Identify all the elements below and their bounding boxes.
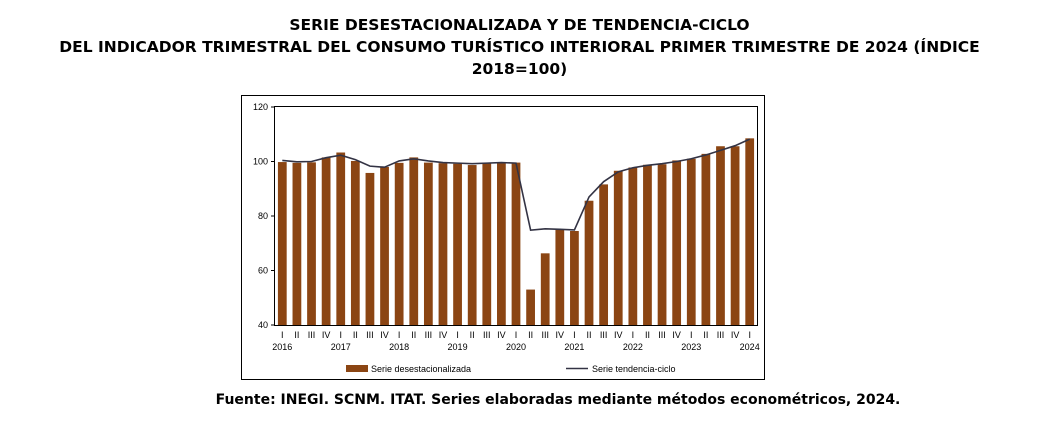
x-year-label: 2018 bbox=[389, 342, 409, 352]
x-tick-label: I bbox=[690, 330, 693, 340]
bar bbox=[497, 162, 506, 325]
bar bbox=[613, 170, 623, 325]
x-tick-label: III bbox=[717, 330, 725, 340]
x-tick-label: III bbox=[658, 330, 666, 340]
chart-title: SERIE DESESTACIONALIZADA Y DE TENDENCIA-… bbox=[0, 14, 1039, 80]
x-tick-label: III bbox=[308, 330, 316, 340]
x-year-label: 2023 bbox=[681, 342, 701, 352]
bar bbox=[321, 157, 331, 325]
y-tick-label: 100 bbox=[253, 157, 268, 167]
x-year-label: 2020 bbox=[506, 342, 526, 352]
x-tick-label: II bbox=[470, 330, 475, 340]
bar bbox=[643, 164, 652, 325]
x-tick-label: III bbox=[541, 330, 549, 340]
bar bbox=[365, 172, 375, 325]
bar bbox=[307, 162, 316, 325]
legend-swatch-bars bbox=[346, 365, 368, 372]
bar bbox=[701, 153, 711, 325]
bar bbox=[438, 163, 448, 325]
bar bbox=[540, 253, 550, 325]
x-year-label: 2024 bbox=[740, 342, 760, 352]
x-tick-label: III bbox=[425, 330, 433, 340]
bar bbox=[570, 230, 579, 325]
title-line-3: 2018=100) bbox=[471, 60, 568, 78]
x-tick-label: IV bbox=[439, 330, 448, 340]
bar bbox=[453, 163, 462, 325]
y-tick-label: 120 bbox=[253, 102, 268, 112]
bar bbox=[423, 162, 433, 325]
x-tick-label: I bbox=[398, 330, 401, 340]
bar bbox=[380, 166, 389, 325]
x-tick-label: II bbox=[587, 330, 592, 340]
bar bbox=[716, 146, 725, 325]
x-tick-label: IV bbox=[731, 330, 740, 340]
x-tick-label: I bbox=[632, 330, 635, 340]
bar bbox=[672, 160, 682, 325]
x-tick-label: I bbox=[515, 330, 518, 340]
x-tick-label: III bbox=[483, 330, 491, 340]
source-note: Fuente: INEGI. SCNM. ITAT. Series elabor… bbox=[215, 392, 901, 408]
x-tick-label: I bbox=[573, 330, 576, 340]
y-tick-label: 60 bbox=[258, 266, 268, 276]
x-tick-label: II bbox=[411, 330, 416, 340]
x-tick-label: IV bbox=[380, 330, 389, 340]
bar bbox=[467, 165, 477, 325]
bar bbox=[350, 160, 360, 325]
x-year-label: 2022 bbox=[623, 342, 643, 352]
legend: Serie desestacionalizada Serie tendencia… bbox=[346, 364, 676, 374]
bar bbox=[599, 184, 609, 325]
bar bbox=[511, 162, 521, 325]
x-tick-label: III bbox=[366, 330, 374, 340]
x-axis: I II III IV I II III IV I II III IV I II III IV I II III IV… bbox=[272, 330, 759, 352]
x-tick-label: I bbox=[281, 330, 284, 340]
x-tick-label: II bbox=[294, 330, 299, 340]
x-year-label: 2021 bbox=[564, 342, 584, 352]
legend-label-line: Serie tendencia-ciclo bbox=[592, 364, 676, 374]
title-line-1: SERIE DESESTACIONALIZADA Y DE TENDENCIA-… bbox=[289, 16, 750, 34]
bar bbox=[628, 167, 638, 325]
x-tick-label: I bbox=[339, 330, 342, 340]
bar-series bbox=[277, 138, 755, 326]
legend-label-bars: Serie desestacionalizada bbox=[371, 364, 471, 374]
x-tick-label: IV bbox=[322, 330, 331, 340]
x-tick-label: I bbox=[748, 330, 751, 340]
bar bbox=[686, 158, 696, 325]
x-tick-label: IV bbox=[497, 330, 506, 340]
x-tick-label: III bbox=[600, 330, 608, 340]
x-tick-label: IV bbox=[672, 330, 681, 340]
x-tick-label: IV bbox=[556, 330, 565, 340]
bar bbox=[657, 164, 667, 325]
bar bbox=[409, 157, 419, 325]
y-axis: 40 60 80 100 120 bbox=[253, 102, 275, 330]
x-year-label: 2017 bbox=[331, 342, 351, 352]
bar bbox=[292, 162, 302, 325]
bar bbox=[277, 162, 287, 325]
x-tick-label: II bbox=[703, 330, 708, 340]
bar bbox=[745, 138, 755, 325]
bar bbox=[555, 229, 565, 326]
x-tick-label: IV bbox=[614, 330, 623, 340]
bar bbox=[584, 200, 594, 325]
title-line-2: DEL INDICADOR TRIMESTRAL DEL CONSUMO TUR… bbox=[59, 38, 980, 56]
bar bbox=[482, 162, 492, 325]
x-year-label: 2016 bbox=[272, 342, 292, 352]
bar bbox=[526, 289, 535, 325]
x-tick-label: I bbox=[456, 330, 459, 340]
trend-line bbox=[282, 138, 751, 232]
x-year-label: 2019 bbox=[448, 342, 468, 352]
bar bbox=[336, 152, 346, 325]
bar bbox=[730, 146, 740, 325]
x-tick-label: II bbox=[645, 330, 650, 340]
x-tick-label: II bbox=[353, 330, 358, 340]
x-tick-label: II bbox=[528, 330, 533, 340]
bar bbox=[394, 162, 404, 325]
y-tick-label: 80 bbox=[258, 211, 268, 221]
y-tick-label: 40 bbox=[258, 320, 268, 330]
